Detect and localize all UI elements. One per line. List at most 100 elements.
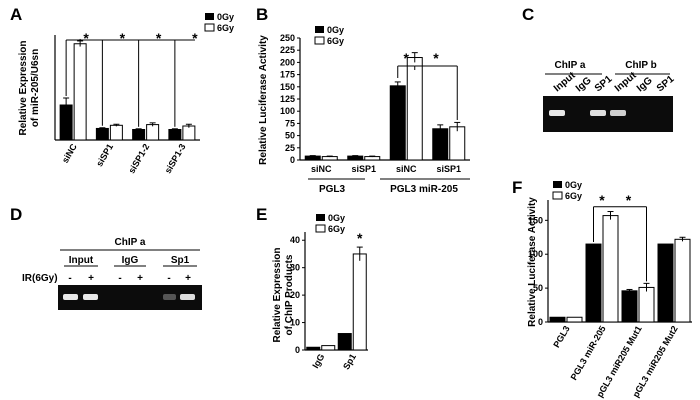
significance-star: * bbox=[156, 30, 162, 46]
gel-c-band-input-b bbox=[610, 110, 626, 116]
x-tick-label: PGL3 bbox=[551, 324, 571, 349]
y-tick-label: 75 bbox=[285, 118, 295, 128]
bar-6gy-pgl3-mir205-mut2 bbox=[674, 238, 691, 323]
gel-d-group-chip-a: ChIP a bbox=[115, 237, 146, 248]
x-tick-label: siSP1 bbox=[436, 164, 461, 174]
panel-a-label: A bbox=[10, 5, 22, 24]
y-tick-label: 125 bbox=[280, 94, 295, 104]
legend-0gy-swatch bbox=[553, 181, 562, 188]
gel-c-lane-label: SP1 bbox=[593, 73, 615, 94]
panel-e-legend: 0Gy 6Gy bbox=[315, 213, 345, 234]
gel-c-lane-label: Input bbox=[613, 70, 639, 95]
panel-e: E Relative Expression of ChIP Products 0… bbox=[256, 205, 368, 371]
panel-c-label: C bbox=[522, 5, 534, 24]
gel-d-band-sp1-plus bbox=[180, 294, 195, 300]
bar-0gy-sisp1 bbox=[95, 127, 109, 141]
legend-6gy-swatch bbox=[204, 23, 215, 32]
x-tick-label: IgG bbox=[310, 352, 326, 370]
panel-b: B Relative Luciferase Activity 0 25 50 75 10… bbox=[256, 5, 470, 195]
panel-d: D ChIP a Input IgG Sp1 IR(6Gy) - + - + - + bbox=[10, 205, 202, 310]
panel-d-label: D bbox=[10, 205, 22, 224]
gel-d-bands bbox=[63, 294, 195, 300]
panel-a-ylabel-line2: of miR-205/U6sn bbox=[30, 49, 41, 127]
x-tick-label: Sp1 bbox=[341, 352, 358, 371]
x-tick-label: PGL3 miR-205 bbox=[569, 324, 608, 382]
y-tick-label: 100 bbox=[528, 249, 543, 259]
y-tick-label: 225 bbox=[280, 45, 295, 55]
y-tick-label: 0 bbox=[290, 155, 295, 165]
bar-6gy-sp1 bbox=[352, 253, 367, 351]
gel-c-group-chip-b: ChIP b bbox=[625, 60, 656, 71]
bar-6gy-sinc bbox=[73, 43, 87, 141]
y-tick-label: 50 bbox=[533, 283, 543, 293]
x-tick-label: siSP1 bbox=[94, 142, 115, 168]
y-tick-label: 250 bbox=[280, 33, 295, 43]
panel-b-legend: 0Gy 6Gy bbox=[314, 25, 344, 46]
panel-e-ylabel-line2: of ChIP Products bbox=[284, 254, 295, 335]
panel-a-chart: siNC siSP1 siSP1-2 siSP1-3 * * * * bbox=[54, 30, 200, 175]
significance-star: * bbox=[599, 192, 605, 208]
gel-d-ir-label: IR(6Gy) bbox=[22, 273, 58, 284]
legend-0gy-swatch bbox=[205, 13, 214, 20]
x-tick-label: siSP1-2 bbox=[126, 142, 151, 175]
gel-d-sign: - bbox=[68, 273, 71, 284]
gel-d-signs: - + - + - + bbox=[68, 273, 191, 284]
panel-a-ylabel-line1: Relative Expression bbox=[18, 40, 29, 135]
y-tick-label: 0 bbox=[295, 345, 300, 355]
legend-0gy: 0Gy bbox=[327, 25, 344, 35]
legend-0gy: 0Gy bbox=[565, 180, 582, 190]
significance-star: * bbox=[120, 30, 126, 46]
group-label-pgl3: PGL3 bbox=[319, 184, 346, 195]
bar-6gy-pgl3-mir205-mut1 bbox=[638, 286, 655, 323]
bar-6gy-sisp1-2 bbox=[146, 124, 160, 141]
gel-d-image bbox=[58, 285, 202, 310]
significance-star: * bbox=[83, 30, 89, 46]
bar-0gy-pgl3-mir205-mut2 bbox=[657, 243, 674, 323]
y-tick-label: 30 bbox=[290, 263, 300, 273]
panel-e-chart: 0 10 20 30 40 IgG Sp1 * bbox=[290, 230, 368, 371]
panel-f: F Relative Luciferase Activity 0 50 100 150… bbox=[512, 178, 692, 399]
gel-d-sign: - bbox=[118, 273, 121, 284]
legend-6gy: 6Gy bbox=[217, 23, 234, 33]
gel-d-sub-input: Input bbox=[69, 255, 94, 266]
gel-c-band-input-a bbox=[549, 110, 565, 116]
gel-d-band-input-plus bbox=[83, 294, 98, 300]
panel-e-ylabel-line1: Relative Expression bbox=[272, 247, 283, 342]
bar-6gy-sinc bbox=[406, 57, 423, 161]
gel-c-group-chip-a: ChIP a bbox=[555, 60, 586, 71]
bar-0gy-sisp1-2 bbox=[132, 129, 146, 141]
y-tick-label: 150 bbox=[528, 215, 543, 225]
gel-c-band-sp1-a bbox=[590, 110, 606, 116]
bar-0gy-pgl3-mir-205 bbox=[585, 243, 602, 323]
panel-f-ylabel: Relative Luciferase Activity bbox=[527, 197, 538, 327]
y-tick-label: 0 bbox=[538, 317, 543, 327]
gel-d-sub-sp1: Sp1 bbox=[171, 255, 190, 266]
y-tick-label: 175 bbox=[280, 70, 295, 80]
gel-d-sign: + bbox=[137, 273, 143, 284]
legend-6gy: 6Gy bbox=[327, 36, 344, 46]
panel-b-label: B bbox=[256, 5, 268, 24]
significance-star: * bbox=[433, 50, 439, 66]
gel-d-band-input-minus bbox=[63, 294, 78, 300]
bar-0gy-sinc bbox=[304, 155, 321, 161]
legend-0gy-swatch bbox=[316, 214, 325, 221]
panel-a: A Relative Expression of miR-205/U6sn si… bbox=[10, 5, 234, 175]
x-tick-label: siNC bbox=[60, 142, 79, 165]
y-tick-label: 150 bbox=[280, 82, 295, 92]
legend-6gy: 6Gy bbox=[328, 224, 345, 234]
significance-star: * bbox=[192, 30, 198, 46]
panel-b-chart: 0 25 50 75 100 125 150 175 200 225 250 siNC siSP1 siN… bbox=[280, 33, 470, 174]
y-tick-label: 40 bbox=[290, 235, 300, 245]
x-tick-label: siSP1 bbox=[351, 164, 376, 174]
x-tick-label: siSP1-3 bbox=[163, 142, 188, 175]
bar-0gy-sisp1 bbox=[347, 155, 364, 161]
legend-6gy: 6Gy bbox=[565, 191, 582, 201]
x-tick-label: siNC bbox=[396, 164, 417, 174]
bar-6gy-sisp1 bbox=[364, 156, 381, 161]
bar-6gy-sisp1-3 bbox=[182, 125, 196, 141]
bar-0gy-igg bbox=[306, 346, 321, 351]
